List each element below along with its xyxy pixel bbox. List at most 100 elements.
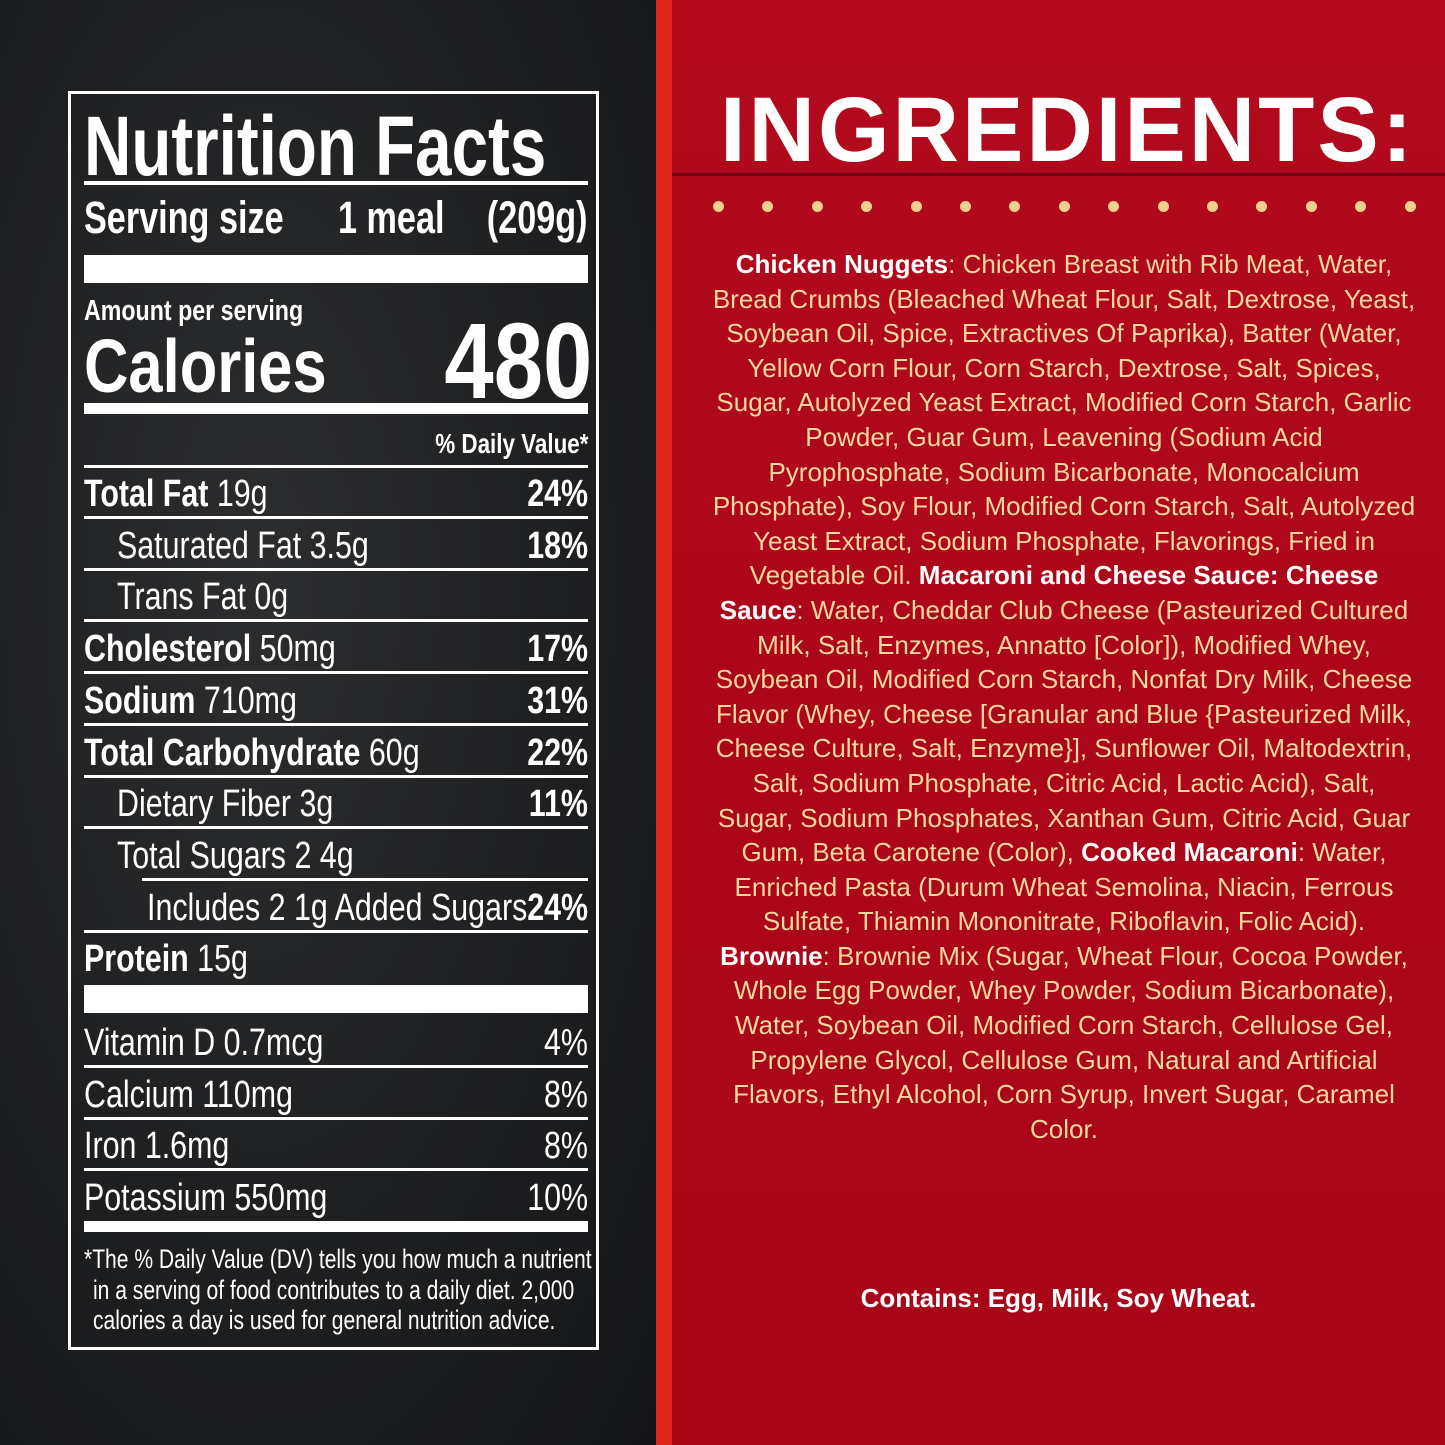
divider [84, 929, 588, 933]
nutrient-row: Saturated Fat 3.5g 18% [84, 519, 588, 571]
decorative-dot [811, 201, 823, 212]
nutrient-label: Dietary Fiber 3g [117, 783, 387, 826]
nutrient-amount: 19g [216, 473, 268, 515]
nutrient-row: Total Fat 19g 24% [84, 467, 588, 519]
nutrient-daily-value: 24% [527, 886, 588, 929]
nutrient-name: Protein [84, 938, 189, 981]
divider [84, 1168, 588, 1172]
nutrient-row: Cholesterol 50mg 17% [84, 622, 588, 675]
serving-size-label: Serving size [84, 192, 284, 243]
nutrient-label: Cholesterol 50mg [84, 628, 399, 671]
nutrient-amount: 15g [197, 938, 248, 981]
nutrient-amount: 60g [368, 731, 420, 774]
daily-value-header: % Daily Value* [434, 428, 588, 459]
nutrient-row: Sodium 710mg 31% [84, 674, 588, 726]
vitamin-row: Potassium 550mg 10% [84, 1171, 588, 1223]
ingredient-text: : Water, Cheddar Club Cheese (Pasteurize… [715, 594, 1413, 868]
divider [84, 774, 588, 778]
thick-divider [84, 985, 588, 1013]
nutrient-amount: 0g [254, 576, 289, 619]
nutrient-name: Total Sugars [117, 834, 286, 877]
medium-divider [84, 403, 588, 414]
vitamin-row: Vitamin D 0.7mcg 4% [84, 1016, 588, 1068]
title-underline [672, 173, 1445, 176]
ingredient-text: : Brownie Mix (Sugar, Wheat Flour, Cocoa… [733, 940, 1408, 1144]
nutrient-name: Dietary Fiber [117, 783, 291, 826]
divider [84, 722, 588, 726]
amount-per-serving: Amount per serving [84, 295, 304, 327]
nutrient-daily-value: 11% [528, 783, 588, 826]
serving-size-value: 1 meal [338, 192, 445, 243]
red-wood-background [672, 0, 1445, 1445]
vitamin-daily-value: 4% [544, 1022, 588, 1064]
nutrient-label: Saturated Fat 3.5g [117, 525, 432, 568]
nutrient-name: Includes 2 1g Added Sugars [147, 886, 528, 929]
ingredient-text: : Water, Enriched Pasta (Durum Wheat Sem… [734, 837, 1394, 937]
decorative-dot [713, 201, 724, 212]
nutrient-label: Sodium 710mg [84, 680, 350, 723]
nutrient-label: Protein 15g [84, 938, 289, 981]
vitamin-label: Iron 1.6mg [84, 1125, 230, 1168]
decorative-dot [910, 201, 922, 212]
divider [84, 1116, 588, 1120]
nutrient-row: Total Carbohydrate 60g 22% [84, 726, 588, 778]
decorative-dot [762, 201, 774, 212]
vitamin-label: Vitamin D 0.7mcg [84, 1022, 324, 1064]
nutrient-name: Trans Fat [117, 576, 246, 619]
divider [84, 826, 588, 830]
calories-value: 480 [444, 300, 592, 421]
footnote-line: calories a day is used for general nutri… [93, 1305, 556, 1335]
decorative-dot [861, 201, 873, 212]
thick-divider [84, 255, 588, 283]
divider [84, 567, 588, 571]
nutrient-name: Total Carbohydrate [84, 731, 361, 774]
nutrient-label: Total Fat 19g [84, 473, 313, 516]
ingredients-title: INGREDIENTS: [720, 79, 1416, 181]
nutrient-label: Trans Fat 0g [117, 576, 331, 619]
nutrient-name: Saturated Fat [117, 524, 302, 567]
ingredient-component-heading: Macaroni and Cheese Sauce: Cheese Sauce [719, 560, 1379, 625]
nutrient-row: Dietary Fiber 3g 11% [84, 777, 588, 830]
ingredient-text: : Chicken Breast with Rib Meat, Water, B… [712, 249, 1416, 591]
nutrition-title: Nutrition Facts [84, 99, 547, 193]
nutrient-daily-value: 18% [527, 524, 588, 567]
decorative-dot [960, 201, 971, 212]
nutrient-daily-value: 31% [527, 679, 588, 722]
ingredients-list: Chicken Nuggets: Chicken Breast with Rib… [712, 247, 1416, 1146]
vitamin-label: Calcium 110mg [84, 1073, 293, 1116]
decorative-dot [1355, 201, 1367, 212]
nutrient-amount: 50mg [259, 628, 336, 671]
nutrient-name: Total Fat [84, 473, 209, 515]
allergen-statement: Contains: Egg, Milk, Soy Wheat. [860, 1283, 1257, 1313]
decorative-dot [1009, 201, 1021, 212]
nutrient-daily-value: 17% [527, 628, 588, 671]
decorative-dot [1157, 201, 1169, 212]
vitamin-daily-value: 10% [527, 1177, 588, 1220]
nutrient-daily-value: 22% [527, 731, 588, 774]
nutrient-amount: 3.5g [309, 524, 369, 567]
divider [84, 181, 588, 185]
nutrient-label: Total Carbohydrate 60g [84, 732, 504, 775]
nutrient-amount: 3g [299, 783, 334, 826]
red-divider-stripe [656, 0, 672, 1445]
nutrient-row: Includes 2 1g Added Sugars 24% [84, 881, 588, 933]
ingredient-component-heading: Brownie [720, 940, 823, 971]
divider [84, 516, 588, 519]
ingredient-component-heading: Chicken Nuggets [735, 249, 949, 279]
nutrient-name: Sodium [84, 679, 196, 722]
divider [142, 877, 588, 881]
medium-divider [84, 1221, 588, 1232]
nutrition-facts-panel [68, 91, 599, 1350]
chalkboard-background [0, 0, 656, 1445]
nutrient-row: Protein 15g [84, 932, 588, 984]
serving-size-grams: (209g) [487, 192, 588, 243]
calories-label: Calories [84, 324, 327, 408]
decorative-dot [1207, 201, 1218, 212]
vitamin-row: Iron 1.6mg 8% [84, 1119, 588, 1172]
nutrient-amount: 710mg [203, 679, 297, 722]
nutrient-daily-value: 24% [527, 473, 588, 515]
vitamin-daily-value: 8% [544, 1125, 588, 1168]
vitamin-daily-value: 8% [544, 1073, 588, 1116]
nutrient-name: Cholesterol [84, 628, 252, 671]
decorative-dot [1058, 201, 1070, 212]
